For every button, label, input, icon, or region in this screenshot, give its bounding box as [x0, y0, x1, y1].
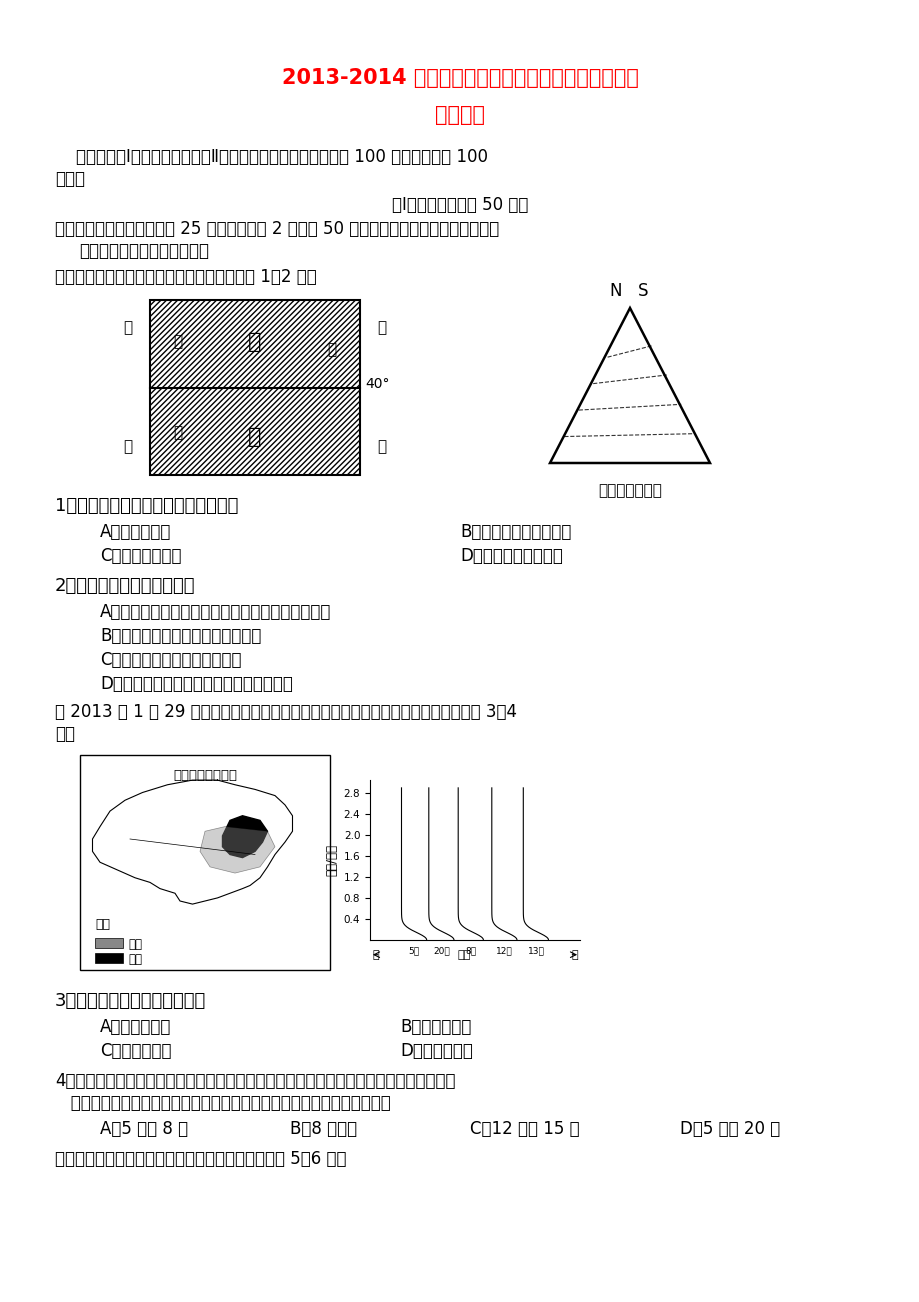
Text: 3．此日雾霾影响严重的省区有: 3．此日雾霾影响严重的省区有 — [55, 992, 206, 1010]
Text: 大: 大 — [248, 332, 261, 352]
Text: 读大陆西岸四地气压带和风带影响时长示意图，回答 5～6 题。: 读大陆西岸四地气压带和风带影响时长示意图，回答 5～6 题。 — [55, 1150, 346, 1168]
Text: 40°: 40° — [365, 378, 389, 392]
Text: 地理试题: 地理试题 — [435, 105, 484, 125]
Text: 图例: 图例 — [95, 918, 110, 931]
Text: 2013-2014 学年度第一学期高三年级第二次模拟考试: 2013-2014 学年度第一学期高三年级第二次模拟考试 — [281, 68, 638, 89]
Text: 1．甲、丙两地环境特征叙述正确的是: 1．甲、丙两地环境特征叙述正确的是 — [55, 497, 238, 516]
Text: D．鄂、湘、贵: D．鄂、湘、贵 — [400, 1042, 472, 1060]
Text: 分钟。: 分钟。 — [55, 171, 85, 187]
Text: D．5 时至 20 时: D．5 时至 20 时 — [679, 1120, 779, 1138]
Bar — [80, 755, 330, 970]
Polygon shape — [550, 309, 709, 464]
Text: A．鲁、皖、豫: A．鲁、皖、豫 — [100, 1018, 171, 1036]
Text: 12时: 12时 — [495, 947, 512, 956]
Y-axis label: 高度/千米: 高度/千米 — [324, 844, 337, 876]
Text: 低: 低 — [371, 949, 379, 960]
Text: 读某区域和乙地垂直自然带分布示意图，回答 1～2 题。: 读某区域和乙地垂直自然带分布示意图，回答 1～2 题。 — [55, 268, 316, 286]
Text: 轻雾: 轻雾 — [128, 937, 142, 950]
Text: 重霾: 重霾 — [128, 953, 142, 966]
Text: 8时: 8时 — [465, 947, 476, 956]
Text: 题。: 题。 — [55, 725, 75, 743]
Text: 染物随上升气流而逐步消散。该日济南近地面空气质量出现好转的时段是: 染物随上升气流而逐步消散。该日济南近地面空气质量出现好转的时段是 — [55, 1094, 391, 1112]
Text: 20时: 20时 — [433, 947, 449, 956]
Text: A．从甲到丙的变化体现了由沿海到内陆的地域分异: A．从甲到丙的变化体现了由沿海到内陆的地域分异 — [100, 603, 331, 621]
Polygon shape — [199, 827, 275, 874]
Text: D．乙地垂直带谱的多少决定于当地的纬度: D．乙地垂直带谱的多少决定于当地的纬度 — [100, 674, 292, 693]
Bar — [150, 299, 359, 475]
Bar — [95, 953, 123, 963]
Text: S: S — [637, 283, 648, 299]
Text: C．丙地是亚热带常绿硬叶林带: C．丙地是亚热带常绿硬叶林带 — [100, 651, 242, 669]
Text: 陆: 陆 — [248, 427, 261, 447]
Bar — [150, 299, 359, 475]
Text: C．苏、赣、浙: C．苏、赣、浙 — [100, 1042, 171, 1060]
Text: 洋: 洋 — [123, 440, 132, 454]
Text: 乙: 乙 — [327, 342, 336, 358]
Text: 海: 海 — [123, 320, 132, 336]
Text: 本试卷分第Ⅰ卷（选择题）和第Ⅱ卷（非选择题）两部分。满分 100 分，考试用时 100: 本试卷分第Ⅰ卷（选择题）和第Ⅱ卷（非选择题）两部分。满分 100 分，考试用时 … — [55, 148, 487, 165]
Text: B．从甲到丙的变化原因是水分因素: B．从甲到丙的变化原因是水分因素 — [100, 628, 261, 644]
Text: D．农业地域类型相同: D．农业地域类型相同 — [460, 547, 562, 565]
Text: N: N — [608, 283, 621, 299]
Text: 洋: 洋 — [377, 440, 386, 454]
Text: 13时: 13时 — [527, 947, 544, 956]
Text: B．8 时前后: B．8 时前后 — [289, 1120, 357, 1138]
Text: B．晋、陕、宁: B．晋、陕、宁 — [400, 1018, 471, 1036]
Polygon shape — [222, 816, 267, 858]
Bar — [95, 937, 123, 948]
Text: C．12 时至 15 时: C．12 时至 15 时 — [470, 1120, 579, 1138]
Text: 高: 高 — [571, 949, 577, 960]
Text: 读 2013 年 1 月 29 日全国雾霾区分布图和该日济南近地面气温垂直分布示意图，回答 3～4: 读 2013 年 1 月 29 日全国雾霾区分布图和该日济南近地面气温垂直分布示… — [55, 703, 516, 721]
Text: 一、单项选择题：本大题共 25 小题，每小题 2 分，共 50 分。在每小题给出的四个选项中，: 一、单项选择题：本大题共 25 小题，每小题 2 分，共 50 分。在每小题给出… — [55, 220, 499, 238]
Text: 海: 海 — [377, 320, 386, 336]
Text: 乙地垂直自然带: 乙地垂直自然带 — [597, 483, 661, 497]
Text: 丙: 丙 — [174, 426, 182, 440]
Text: 4．雾霾形成和消散与低层大气的稳定性密切相关，随着近地面气温上升，低层大气中的污: 4．雾霾形成和消散与低层大气的稳定性密切相关，随着近地面气温上升，低层大气中的污 — [55, 1072, 455, 1090]
Text: 5时: 5时 — [408, 947, 419, 956]
Text: 第Ⅰ卷（选择题，共 50 分）: 第Ⅰ卷（选择题，共 50 分） — [391, 197, 528, 214]
Text: A．5 时至 8 时: A．5 时至 8 时 — [100, 1120, 187, 1138]
Text: 气温: 气温 — [458, 949, 471, 960]
Text: B．冬季盛行风风向相同: B．冬季盛行风风向相同 — [460, 523, 571, 542]
Text: A．自然带相同: A．自然带相同 — [100, 523, 171, 542]
Text: 甲: 甲 — [174, 335, 182, 349]
Text: C．河流汛期相同: C．河流汛期相同 — [100, 547, 181, 565]
Text: 2．三地自然带叙述正确的是: 2．三地自然带叙述正确的是 — [55, 577, 196, 595]
Text: 全国雾霾区分布图: 全国雾霾区分布图 — [173, 769, 237, 783]
Text: 只有一项是符合题目要求的。: 只有一项是符合题目要求的。 — [79, 242, 209, 260]
